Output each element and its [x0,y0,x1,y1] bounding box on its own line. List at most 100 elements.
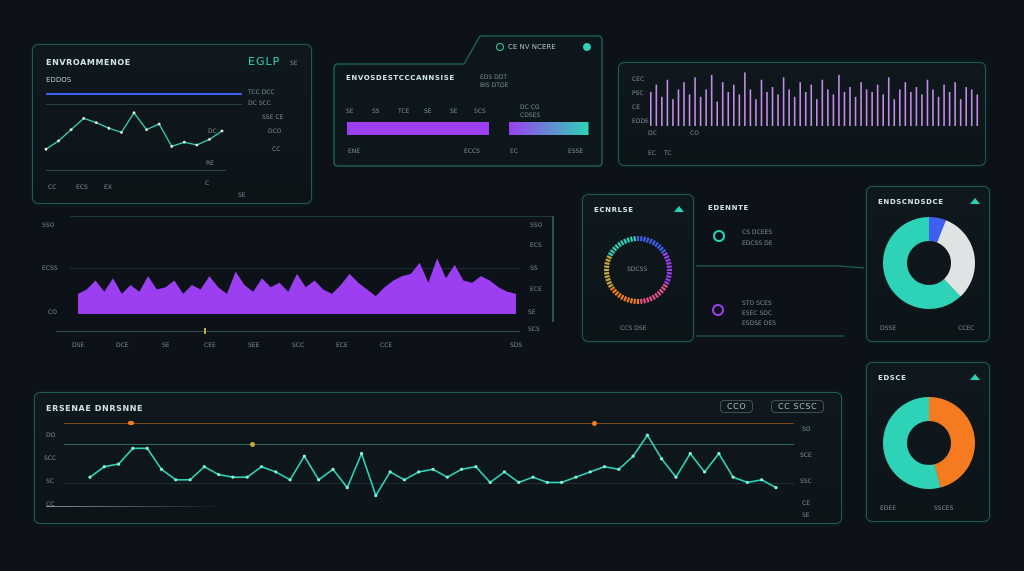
bar [716,101,718,126]
gauge-tick [648,296,653,302]
gauge-tick [617,241,622,248]
right-label: DCO [268,128,282,135]
bar [821,79,824,126]
bar [899,89,901,126]
status-value: EDCSS DE [742,240,773,247]
bar [650,91,652,126]
panel-line-chart [44,111,224,151]
upper-label: SE [346,108,354,115]
data-point [82,117,86,120]
x-tick: C [205,180,210,187]
legend-label: CCEC [958,325,975,332]
bar [694,77,696,126]
status-value: ESEC SDC [742,310,773,317]
line-chart [88,433,778,498]
bar [915,87,918,126]
gauge-tick [666,274,672,279]
gauge-tick [666,265,672,269]
bar [771,87,774,126]
bar [965,87,967,126]
data-point [702,470,707,474]
data-point [402,478,407,482]
gauge-tick [605,258,611,263]
x-tick: CCE [380,342,393,349]
gauge-tick [660,249,667,254]
data-point [474,465,478,469]
donut-slice [937,220,975,297]
donut-chart [883,397,975,489]
bar [755,99,757,126]
right-label: CC [272,146,281,153]
data-point [445,475,449,479]
bar [904,82,907,126]
gauge-tick [626,237,631,243]
bar-label: EC [510,148,518,155]
bar [744,72,746,126]
range-chip[interactable]: CCO [720,400,754,413]
donut-slice [883,217,961,309]
gauge-tick [658,288,665,294]
x-tick: SE [162,342,170,349]
data-point [57,139,60,143]
header-tab[interactable]: CE NV NCERE [508,43,556,51]
data-point [116,462,121,466]
y-tick: SSC [800,478,812,485]
area-axis-marker [204,328,206,334]
x-tick: CC [48,184,57,191]
panel-title: ENVOSDESTCCCANNSISE [346,74,455,82]
series-line [89,433,777,498]
data-point [602,465,607,469]
collapse-icon[interactable] [970,374,980,380]
data-point [245,475,249,479]
y-tick: ECS [530,242,542,249]
data-point [145,446,149,450]
collapse-icon[interactable] [970,198,980,204]
status-title: EDENNTE [708,204,749,212]
bar-label: ENE [348,148,361,155]
bar [843,91,846,126]
x-tick: SE [238,192,246,199]
bar [347,122,489,135]
data-point [717,451,721,456]
gauge-tick [648,238,653,244]
gauge-tick [666,261,672,266]
gauge-tick [623,238,628,244]
x-tick: DSE [72,342,85,349]
panel-title: ENVROAMMENOE [46,58,131,67]
data-point [132,111,136,115]
gauge-tick [639,236,643,242]
gauge-center-label: SDCSS [627,266,648,273]
gauge-tick [611,288,618,294]
data-point [531,475,535,479]
threshold-marker [592,421,597,426]
donut-slice [929,397,975,488]
gauge-tick [651,294,656,300]
bar [677,89,680,126]
gauge-tick [604,261,610,266]
status-icon-2 [712,304,724,316]
bar [766,91,768,126]
x-tick: SCC [292,342,305,349]
upper-label: DC CG [520,104,540,111]
collapse-icon[interactable] [674,206,684,212]
gauge-tick [665,258,671,263]
bar [683,82,685,126]
bar [871,91,873,126]
bar [733,84,735,126]
gauge-tick [658,246,665,252]
gauge-tick [633,298,637,304]
range-chip[interactable]: CC SCSC [771,400,825,413]
x-tick: EC [648,150,656,157]
upper-label: SS [372,108,380,115]
gauge-tick [656,243,662,250]
status-connector [696,265,865,337]
legend-label: EDEE [880,505,896,512]
data-point [202,465,206,469]
gauge-tick [651,240,656,246]
data-point [517,480,521,485]
bar [699,96,702,126]
bar [887,77,890,126]
data-point [174,478,178,482]
gauge-tick [605,277,611,282]
y-tick: CE [802,500,810,507]
